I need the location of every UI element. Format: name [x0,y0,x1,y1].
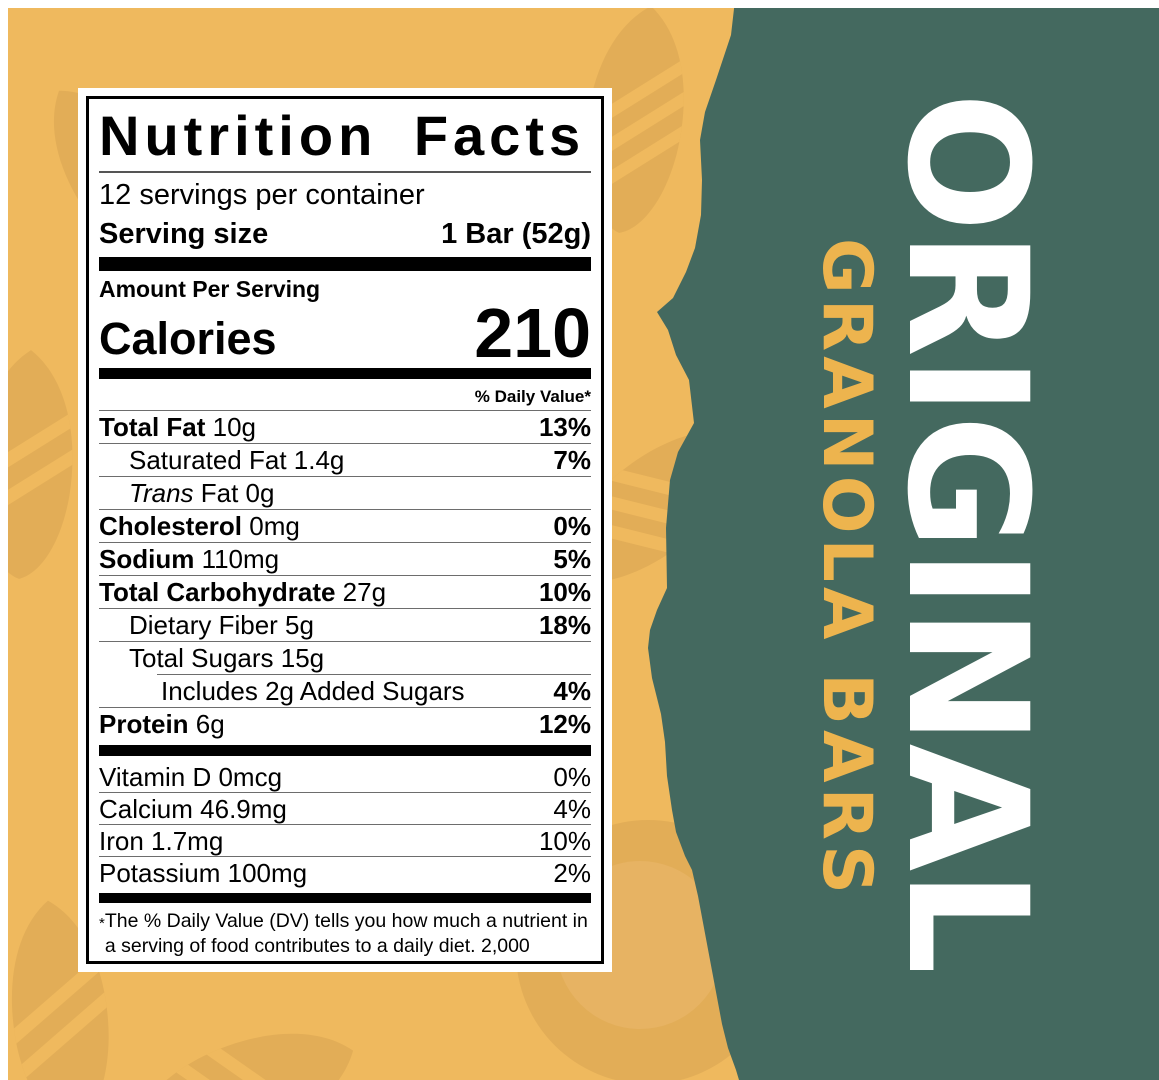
daily-value-percent: 2% [553,857,591,888]
daily-value-percent: 4% [553,793,591,824]
nutrient-row: Iron 1.7mg 10% [99,825,591,857]
divider-bar-medium [99,745,591,756]
daily-value-percent: 12% [538,709,591,739]
row-hairline [99,856,591,857]
nutrient-row: Dietary Fiber 5g 18% [99,609,591,642]
nutrient-name-amount: Saturated Fat 1.4g [129,445,345,475]
nutrient-row: Total Carbohydrate 27g 10% [99,576,591,609]
nutrient-name-amount: Trans Fat 0g [129,478,275,508]
nutrient-row: Trans Fat 0g [99,477,591,510]
calories-label: Calories [99,313,277,364]
nutrient-name-amount: Sodium 110mg [99,544,280,574]
nutrient-row: Calcium 46.9mg 4% [99,793,591,825]
nutrient-row: Vitamin D 0mcg 0% [99,761,591,793]
daily-value-percent: 13% [538,412,591,442]
daily-value-percent: 10% [538,825,591,856]
nutrient-name-amount: Total Carbohydrate 27g [99,577,387,607]
daily-value-percent: 5% [553,544,591,574]
nutrient-name-amount: Dietary Fiber 5g [129,610,314,640]
nutrient-name-amount: Protein 6g [99,709,225,739]
row-hairline [99,824,591,825]
row-hairline [99,792,591,793]
green-torn-panel [648,0,1159,1080]
row-hairline [99,707,591,708]
row-hairline [157,674,591,675]
nutrition-facts-border: Nutrition Facts 12 servings per containe… [86,96,604,964]
row-hairline [99,509,591,510]
calories-value: 210 [474,294,591,372]
row-hairline [99,608,591,609]
footnote-text: The % Daily Value (DV) tells you how muc… [104,910,588,961]
nutrition-facts-title: Nutrition Facts [99,103,591,173]
nutrient-name-amount: Includes 2g Added Sugars [161,676,465,706]
divider-bar-medium [99,368,591,379]
daily-value-percent: 0% [553,511,591,541]
amount-per-serving-label: Amount Per Serving [99,276,321,302]
footnote: * The % Daily Value (DV) tells you how m… [99,903,591,961]
row-hairline [99,542,591,543]
nutrient-name-amount: Calcium 46.9mg [99,793,287,824]
nutrient-name-amount: Total Sugars 15g [129,643,325,673]
white-trim-top [0,0,1159,8]
nutrient-name-amount: Cholesterol 0mg [99,511,300,541]
daily-value-percent: 10% [538,577,591,607]
daily-value-percent: 0% [553,761,591,792]
row-hairline [99,476,591,477]
nutrient-name-amount: Potassium 100mg [99,857,308,888]
footnote-asterisk: * [99,915,105,932]
daily-value-percent: 7% [553,445,591,475]
nutrient-name-amount: Iron 1.7mg [99,825,224,856]
row-hairline [99,575,591,576]
daily-value-percent: 18% [538,610,591,640]
white-trim-left [0,0,8,1080]
nut-icon [137,1030,354,1080]
nutrient-row: Protein 6g 12% [99,708,591,741]
row-hairline [99,641,591,642]
vitamin-rows: Vitamin D 0mcg 0% Calcium 46.9mg 4% Iron 1.7… [99,761,591,889]
nutrient-row: Includes 2g Added Sugars 4% [99,675,591,708]
nutrient-row: Potassium 100mg 2% [99,857,591,889]
nutrient-row: Saturated Fat 1.4g 7% [99,444,591,477]
daily-value-header: % Daily Value* [99,384,591,411]
serving-size-row: Serving size 1 Bar (52g) [99,215,591,253]
nutrient-row: Cholesterol 0mg 0% [99,510,591,543]
nutrient-row: Sodium 110mg 5% [99,543,591,576]
divider-bar-thick [99,257,591,271]
row-hairline [99,443,591,444]
calories-row: Calories 210 [99,294,591,372]
flavor-name: ORIGINAL [871,92,1063,973]
nutrient-row: Total Fat 10g 13% [99,411,591,444]
divider-bar-medium [99,893,591,903]
serving-size-value: 1 Bar (52g) [441,218,591,250]
nutrition-facts-label: Nutrition Facts 12 servings per containe… [78,88,612,972]
product-name: GRANOLA BARS [807,238,886,899]
servings-per-container: 12 servings per container [99,179,425,211]
nutrient-name-amount: Vitamin D 0mcg [99,761,283,792]
nutrient-name-amount: Total Fat 10g [99,412,257,442]
serving-size-label: Serving size [99,218,269,250]
daily-value-percent: 4% [553,676,591,706]
nutrient-row: Total Sugars 15g [99,642,591,675]
nutrient-rows: Total Fat 10g 13% Saturated Fat 1.4g 7% Tran… [99,411,591,741]
